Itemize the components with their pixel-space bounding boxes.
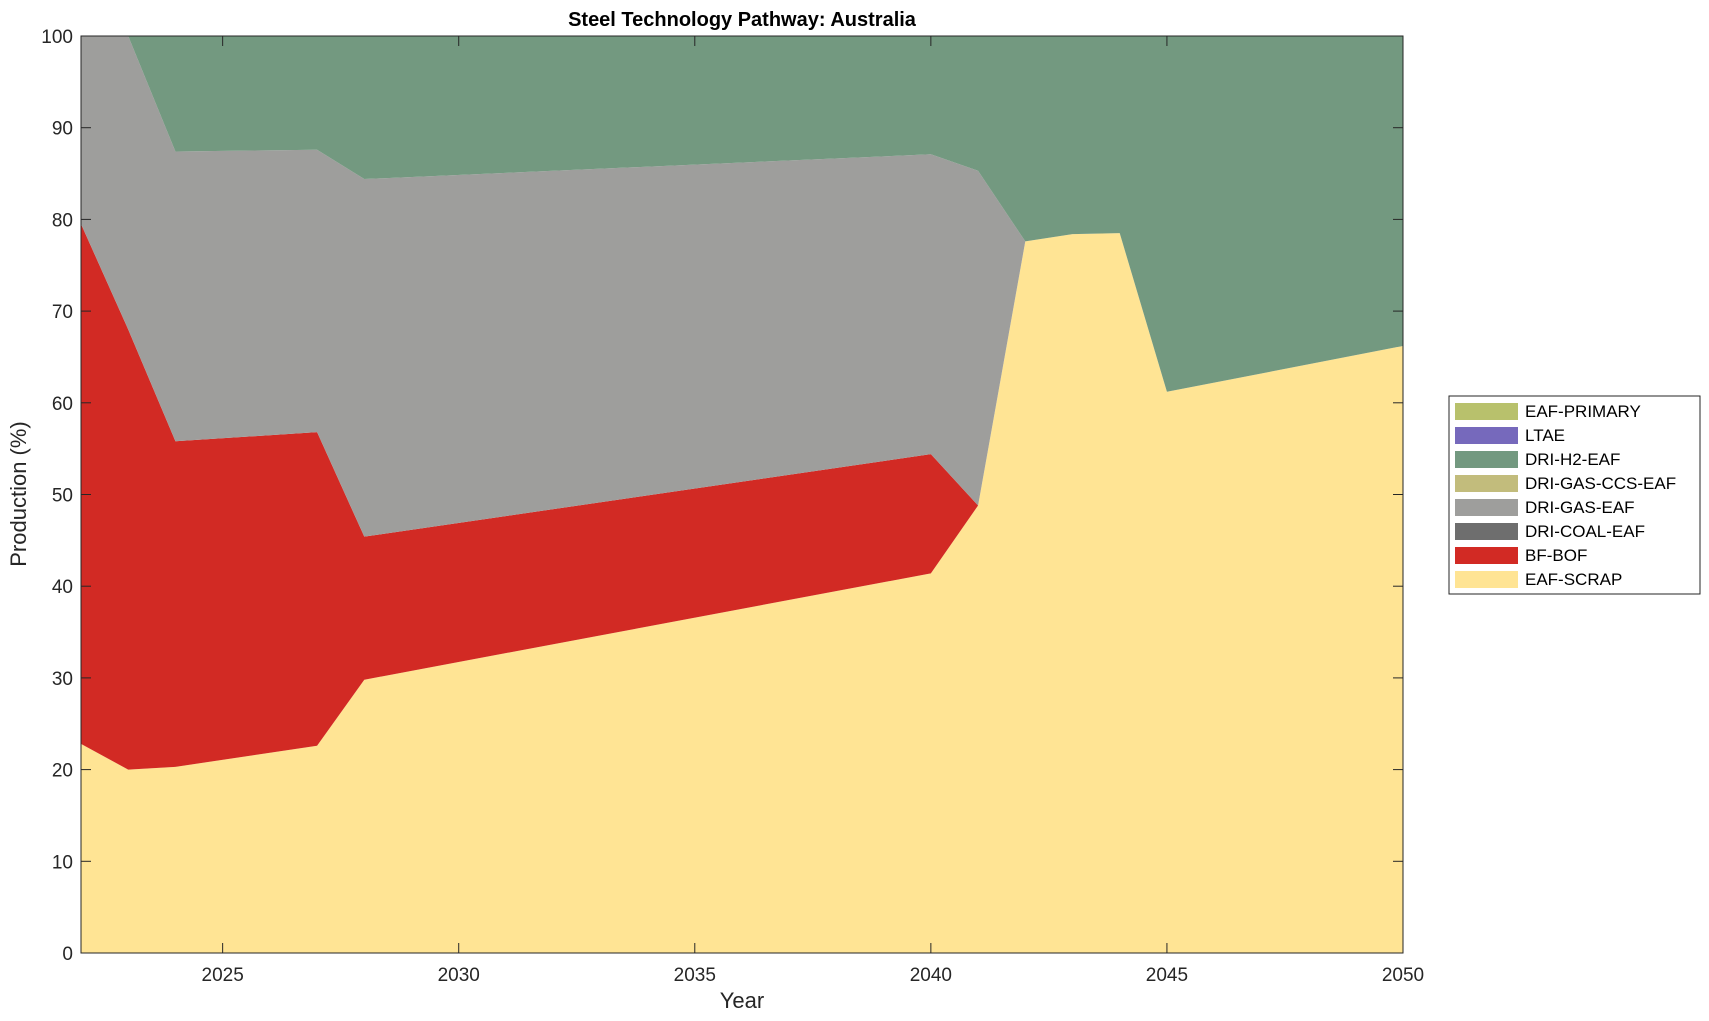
x-tick-label: 2050 [1382, 965, 1424, 986]
legend-label-eaf-primary: EAF-PRIMARY [1525, 402, 1641, 421]
x-tick-label: 2045 [1146, 965, 1188, 986]
y-tick-label: 0 [62, 944, 73, 965]
x-tick-label: 2040 [910, 965, 952, 986]
area-eaf-scrap [81, 233, 1403, 953]
legend-label-ltae: LTAE [1525, 426, 1565, 445]
y-tick-label: 50 [52, 486, 73, 507]
legend-label-bf-bof: BF-BOF [1525, 546, 1587, 565]
legend-swatch-dri-h2-eaf [1455, 451, 1518, 468]
y-tick-label: 30 [52, 669, 73, 690]
legend-label-dri-gas-eaf: DRI-GAS-EAF [1525, 498, 1635, 517]
y-tick-label: 70 [52, 302, 73, 323]
x-axis-label: Year [720, 988, 764, 1013]
area-series-group [81, 36, 1403, 953]
y-axis-label: Production (%) [6, 421, 31, 567]
area-dri-gas-eaf [81, 36, 1403, 537]
legend-swatch-dri-gas-ccs-eaf [1455, 475, 1518, 492]
legend: EAF-PRIMARY LTAE DRI-H2-EAF DRI-GAS-CCS-EAF… [1448, 395, 1701, 595]
y-axis: 0 10 20 30 40 50 60 70 80 90 100 [41, 27, 1403, 965]
legend-label-dri-coal-eaf: DRI-COAL-EAF [1525, 522, 1645, 541]
legend-swatch-dri-gas-eaf [1455, 499, 1518, 516]
y-tick-label: 90 [52, 119, 73, 140]
x-tick-label: 2035 [674, 965, 716, 986]
legend-swatch-ltae [1455, 427, 1518, 444]
y-tick-label: 20 [52, 761, 73, 782]
area-bf-bof [81, 223, 1403, 770]
legend-label-dri-gas-ccs-eaf: DRI-GAS-CCS-EAF [1525, 474, 1676, 493]
x-axis: 2025 2030 2035 2040 2045 2050 [202, 36, 1424, 986]
legend-swatch-eaf-scrap [1455, 571, 1518, 588]
y-tick-label: 10 [52, 852, 73, 873]
legend-swatch-bf-bof [1455, 547, 1518, 564]
y-tick-label: 100 [41, 27, 73, 48]
legend-swatch-dri-coal-eaf [1455, 523, 1518, 540]
legend-label-eaf-scrap: EAF-SCRAP [1525, 570, 1622, 589]
x-tick-label: 2025 [202, 965, 244, 986]
legend-swatch-eaf-primary [1455, 403, 1518, 420]
legend-label-dri-h2-eaf: DRI-H2-EAF [1525, 450, 1620, 469]
chart-title: Steel Technology Pathway: Australia [568, 9, 917, 31]
x-tick-label: 2030 [438, 965, 480, 986]
y-tick-label: 40 [52, 577, 73, 598]
y-tick-label: 60 [52, 394, 73, 415]
area-dri-h2-eaf [81, 36, 1403, 392]
y-tick-label: 80 [52, 210, 73, 231]
